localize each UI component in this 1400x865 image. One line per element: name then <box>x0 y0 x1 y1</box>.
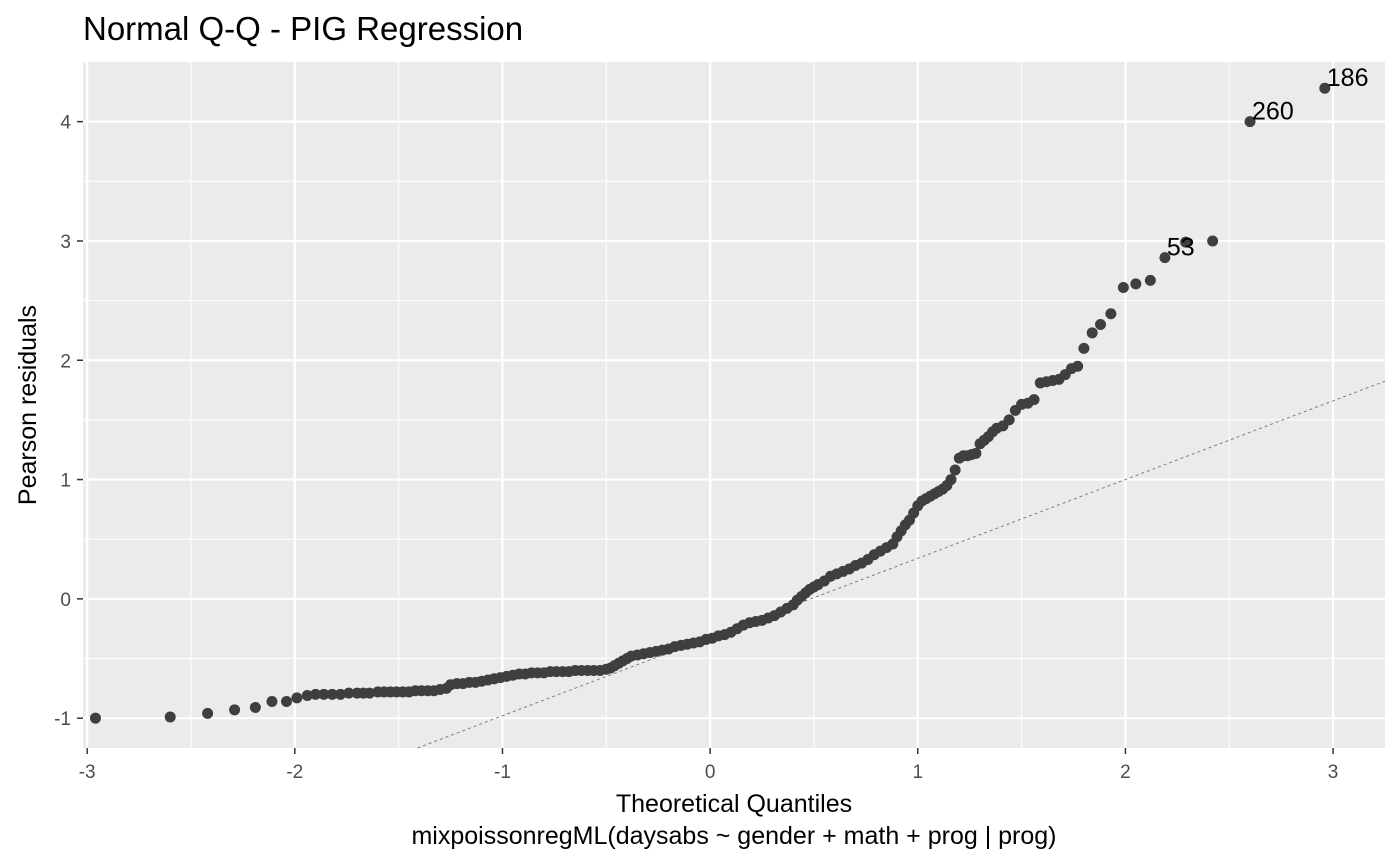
data-point <box>202 707 214 719</box>
data-points <box>89 82 1331 724</box>
data-point <box>229 704 241 716</box>
data-point <box>1105 308 1117 320</box>
chart-title: Normal Q-Q - PIG Regression <box>83 10 523 47</box>
y-tick-label: 3 <box>60 232 71 253</box>
data-point <box>1207 235 1219 247</box>
data-point <box>1072 360 1084 372</box>
x-tick-label: 3 <box>1328 762 1339 783</box>
data-point <box>301 690 313 702</box>
x-tick-label: 1 <box>912 762 923 783</box>
y-axis: -1 0 1 2 3 4 <box>54 113 83 730</box>
x-axis-title: Theoretical Quantiles <box>616 790 852 818</box>
major-gridlines <box>83 62 1385 748</box>
x-axis: -3 -2 -1 0 1 2 3 <box>79 748 1339 783</box>
y-tick-label: 4 <box>60 113 71 134</box>
data-point <box>945 474 957 486</box>
data-point <box>310 688 322 700</box>
data-point <box>1003 414 1015 426</box>
x-tick-label: -3 <box>79 762 96 783</box>
y-tick-label: 0 <box>60 590 71 611</box>
y-axis-title: Pearson residuals <box>14 305 42 505</box>
data-point <box>281 695 293 707</box>
data-point <box>364 687 376 699</box>
x-axis-subtitle: mixpoissonregML(daysabs ~ gender + math … <box>411 822 1056 850</box>
point-label: 260 <box>1252 98 1294 126</box>
data-point <box>1086 327 1098 339</box>
data-point <box>1078 342 1090 354</box>
y-tick-label: 1 <box>60 471 71 492</box>
y-tick-label: 2 <box>60 351 71 372</box>
x-tick-label: -2 <box>286 762 303 783</box>
data-point <box>1244 116 1256 128</box>
data-point <box>1130 278 1142 290</box>
data-point <box>970 447 982 459</box>
data-point <box>949 464 961 476</box>
data-point <box>1028 394 1040 406</box>
data-point <box>343 687 355 699</box>
data-point <box>1180 236 1192 248</box>
point-label: 53 <box>1167 234 1195 262</box>
point-labels: 186 260 53 <box>1167 64 1369 261</box>
data-point <box>1159 252 1171 264</box>
y-tick-label: -1 <box>54 709 71 730</box>
reference-line <box>417 380 1386 749</box>
data-point <box>326 688 338 700</box>
data-point <box>1095 318 1107 330</box>
data-point <box>334 688 346 700</box>
x-tick-label: 0 <box>705 762 716 783</box>
point-label: 186 <box>1327 64 1369 92</box>
data-point <box>164 711 176 723</box>
x-tick-label: 2 <box>1120 762 1131 783</box>
data-point <box>1144 274 1156 286</box>
x-tick-label: -1 <box>494 762 511 783</box>
plot-panel <box>83 62 1385 748</box>
data-point <box>249 701 261 713</box>
data-point <box>266 695 278 707</box>
data-point <box>318 688 330 700</box>
data-point <box>291 692 303 704</box>
data-point <box>1319 82 1331 94</box>
data-point <box>89 712 101 724</box>
data-point <box>1117 281 1129 293</box>
